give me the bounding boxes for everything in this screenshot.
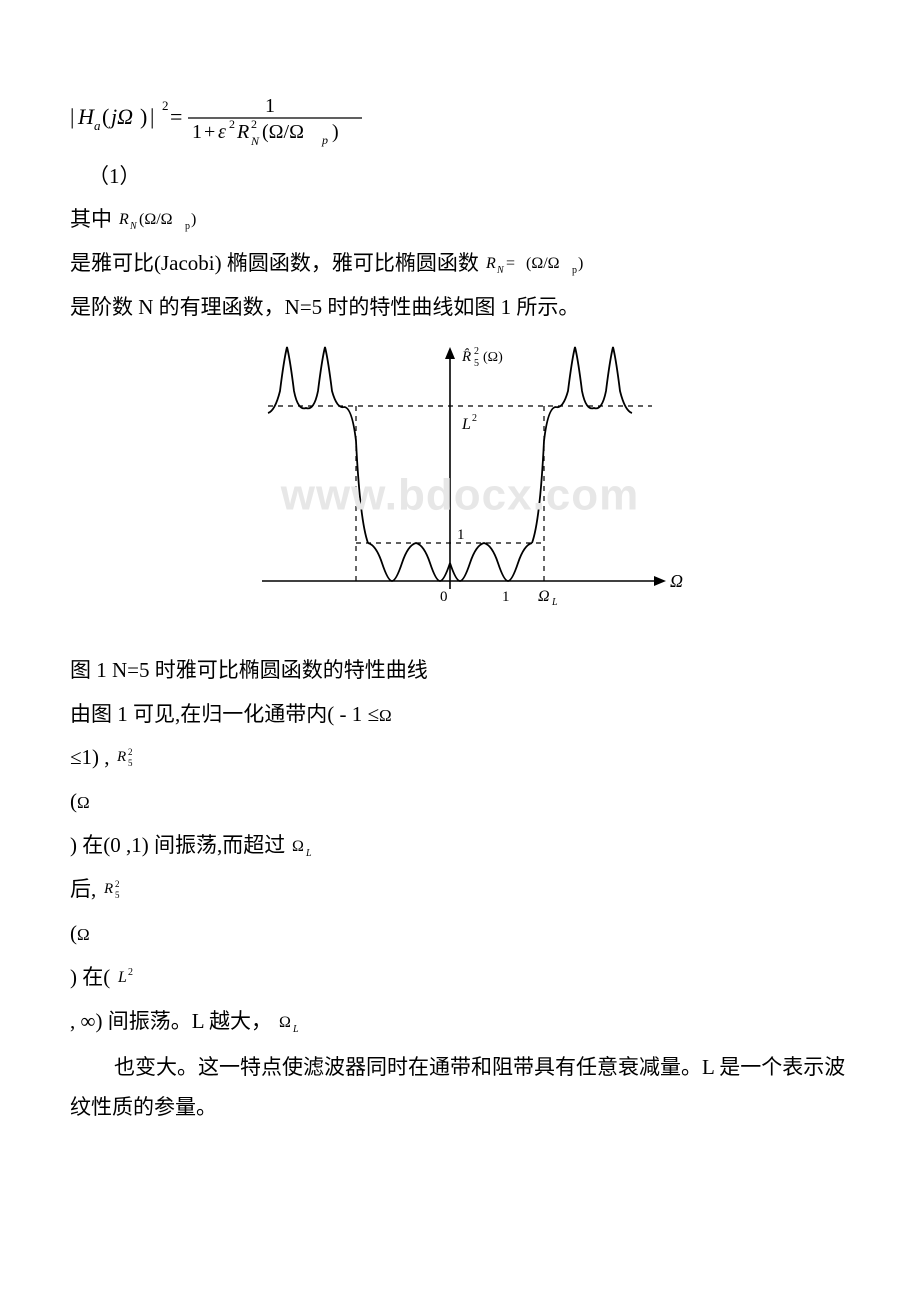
svg-text:(Ω): (Ω)	[483, 350, 503, 365]
line-paren-1: (Ω	[70, 782, 850, 822]
rn-expr: R N (Ω/Ω p )	[117, 208, 207, 232]
svg-text:H: H	[77, 104, 95, 129]
inf-text: , ∞) 间振荡。L 越大，	[70, 1009, 277, 1033]
svg-text:+: +	[204, 121, 215, 143]
svg-text:2: 2	[128, 747, 133, 757]
svg-text:R: R	[103, 881, 113, 897]
svg-text:p: p	[321, 133, 328, 147]
open-paren-1: (	[70, 789, 77, 813]
omega-sym-3: Ω	[77, 925, 90, 944]
svg-text:(: (	[102, 104, 109, 129]
svg-text:N: N	[129, 221, 138, 232]
svg-text:(Ω/Ω: (Ω/Ω	[262, 121, 304, 143]
line-osc01: ) 在(0 ,1) 间振荡,而超过 Ω L	[70, 826, 850, 866]
line-inf: , ∞) 间振荡。L 越大， Ω L	[70, 1002, 850, 1042]
svg-text:N: N	[250, 134, 260, 148]
line-paren-2: (Ω	[70, 914, 850, 954]
svg-text:5: 5	[474, 358, 479, 369]
where-label: 其中	[70, 207, 112, 231]
svg-text:R: R	[116, 749, 126, 765]
line-visible: 由图 1 可见,在归一化通带内( - 1 ≤Ω	[70, 695, 850, 735]
svg-text:R̂: R̂	[461, 348, 471, 364]
svg-text:ε: ε	[218, 121, 226, 143]
svg-text:L: L	[117, 969, 127, 986]
svg-text:R: R	[485, 255, 496, 272]
L2-inline: L 2	[116, 966, 140, 988]
in-L2-prefix: ) 在(	[70, 965, 116, 989]
r5sq-2: R 2 5	[102, 878, 130, 900]
figure-caption: 图 1 N=5 时雅可比椭圆函数的特性曲线	[70, 651, 850, 691]
osc01-text: ) 在(0 ,1) 间振荡,而超过	[70, 833, 285, 857]
svg-text:1: 1	[265, 95, 275, 117]
svg-text:(Ω/Ω: (Ω/Ω	[139, 211, 173, 228]
line-in-L2: ) 在( L 2	[70, 958, 850, 998]
figure-svg: R̂ 5 2 (Ω) L 2 1 0 1 Ω L Ω	[220, 336, 700, 636]
formula-1: | H a ( jΩ ) | 2 = 1 1 + ε 2 R 2 N (Ω	[70, 90, 850, 148]
svg-text:): )	[191, 211, 196, 228]
svg-text:p: p	[572, 265, 577, 276]
svg-text:N: N	[496, 265, 505, 276]
svg-text:|: |	[150, 104, 154, 129]
svg-text:|: |	[70, 104, 74, 129]
line-jacobi: 是雅可比(Jacobi) 椭圆函数，雅可比椭圆函数 R N = (Ω/Ω p )	[70, 244, 850, 284]
visible-prefix: 由图 1 可见,在归一化通带内( - 1 ≤	[70, 702, 379, 726]
le1-text: ≤1) ,	[70, 745, 110, 769]
line-order: 是阶数 N 的有理函数，N=5 时的特性曲线如图 1 所示。	[70, 288, 850, 328]
svg-text:L: L	[292, 1024, 299, 1034]
svg-text:): )	[332, 121, 339, 143]
svg-text:): )	[578, 255, 583, 272]
omega-sym-1: Ω	[379, 706, 392, 725]
svg-text:p: p	[185, 221, 190, 232]
svg-text:Ω: Ω	[670, 571, 683, 591]
omegaL-1: Ω L	[290, 836, 318, 858]
svg-text:2: 2	[474, 346, 479, 357]
r5sq-1: R 2 5	[115, 746, 143, 768]
svg-text:2: 2	[115, 879, 120, 889]
svg-text:R: R	[118, 211, 129, 228]
rn-eq-expr: R N = (Ω/Ω p )	[484, 252, 594, 276]
svg-text:0: 0	[440, 589, 448, 605]
svg-text:5: 5	[115, 890, 120, 900]
svg-text:2: 2	[128, 967, 133, 978]
after-text: 后,	[70, 877, 96, 901]
svg-text:Ω: Ω	[292, 838, 304, 855]
svg-text:): )	[140, 104, 147, 129]
omega-sym-2: Ω	[77, 793, 90, 812]
svg-text:R: R	[236, 121, 249, 143]
svg-text:2: 2	[162, 98, 169, 113]
svg-text:=: =	[170, 104, 182, 129]
svg-text:2: 2	[229, 117, 235, 131]
svg-text:1: 1	[192, 121, 202, 143]
line-after: 后, R 2 5	[70, 870, 850, 910]
svg-text:L: L	[461, 416, 471, 433]
omegaL-2: Ω L	[277, 1012, 305, 1034]
svg-text:(Ω/Ω: (Ω/Ω	[526, 255, 560, 272]
svg-text:jΩ: jΩ	[108, 104, 133, 129]
svg-text:2: 2	[472, 413, 477, 424]
svg-text:a: a	[94, 118, 101, 133]
open-paren-2: (	[70, 921, 77, 945]
svg-text:L: L	[551, 597, 558, 608]
svg-text:L: L	[305, 848, 312, 858]
equation-number: （1）	[88, 160, 850, 190]
line-le1: ≤1) , R 2 5	[70, 738, 850, 778]
svg-text:1: 1	[502, 589, 510, 605]
svg-text:Ω: Ω	[538, 588, 550, 605]
svg-text:=: =	[506, 255, 515, 272]
svg-text:5: 5	[128, 758, 133, 768]
line-where: 其中 R N (Ω/Ω p )	[70, 200, 850, 240]
svg-text:1: 1	[457, 527, 465, 543]
svg-text:2: 2	[251, 117, 257, 131]
final-paragraph: 也变大。这一特点使滤波器同时在通带和阻带具有任意衰减量。L 是一个表示波纹性质的…	[70, 1048, 850, 1128]
figure-1: R̂ 5 2 (Ω) L 2 1 0 1 Ω L Ω www.bdocx.com	[70, 336, 850, 641]
svg-text:Ω: Ω	[279, 1014, 291, 1031]
formula-svg: | H a ( jΩ ) | 2 = 1 1 + ε 2 R 2 N (Ω	[70, 90, 370, 148]
jacobi-text: 是雅可比(Jacobi) 椭圆函数，雅可比椭圆函数	[70, 251, 479, 275]
